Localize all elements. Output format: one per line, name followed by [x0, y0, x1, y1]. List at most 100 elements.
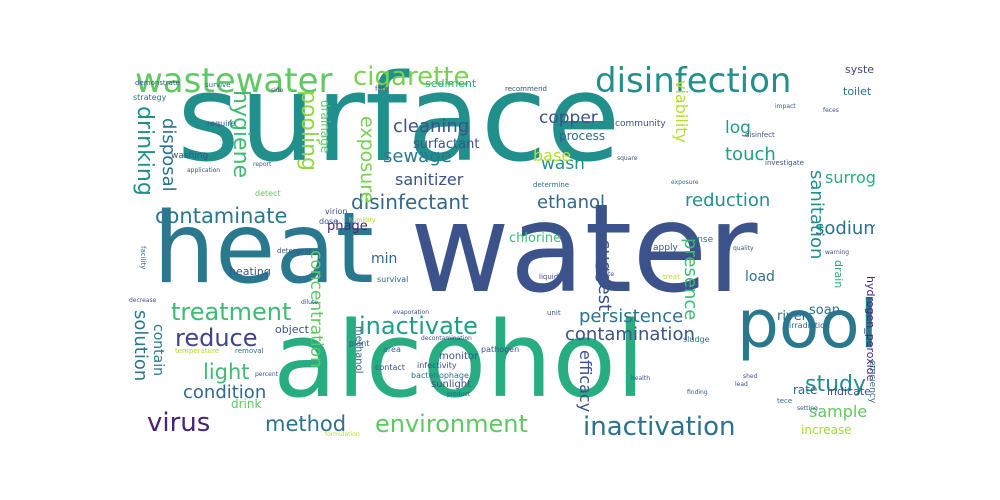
- word-presence: presence: [680, 238, 701, 321]
- word-heat: heat: [153, 192, 374, 306]
- word-drainage: drainage: [318, 100, 332, 154]
- word-drink: drink: [231, 397, 262, 411]
- word-health: health: [631, 375, 650, 382]
- word-sodium: sodium: [815, 218, 875, 239]
- word-contain: contain: [150, 324, 166, 376]
- word-heating: heating: [229, 265, 271, 278]
- word-detergent: detergent: [277, 247, 312, 255]
- word-surface: surface: [177, 60, 621, 189]
- word-infectivity: infectivity: [417, 361, 457, 370]
- word-decontamination: decontamination: [421, 335, 472, 342]
- word-cigarette: cigarette: [353, 62, 470, 92]
- word-ethanol: ethanol: [537, 192, 605, 213]
- word-water: water: [410, 178, 758, 320]
- word-monitor: monitor: [439, 351, 479, 362]
- word-feces: feces: [823, 107, 839, 114]
- word-persistence: persistence: [579, 306, 684, 327]
- word-irradiation: irradiation: [789, 321, 831, 330]
- word-humidity: humidity: [349, 217, 376, 224]
- word-sanitizer: sanitizer: [395, 170, 464, 189]
- word-report: report: [253, 161, 272, 168]
- word-study: study: [805, 372, 867, 397]
- word-treatment: treatment: [171, 298, 292, 326]
- word-survival: survival: [377, 275, 409, 284]
- word-system: system: [845, 63, 875, 76]
- word-removal: removal: [235, 347, 264, 355]
- word-hygiene: hygiene: [228, 90, 253, 179]
- word-efficiency: efficiency: [867, 360, 875, 404]
- word-washing: washing: [171, 151, 209, 161]
- word-surfactant: surfactant: [413, 137, 480, 152]
- word-strategy: strategy: [133, 93, 167, 102]
- word-survive: survive: [205, 81, 231, 89]
- word-cloud: surface water heat alcohol pool wastewater dis…: [125, 60, 875, 440]
- word-dose: dose: [319, 217, 339, 226]
- word-disinfection: disinfection: [595, 61, 792, 101]
- word-sewage: sewage: [383, 146, 452, 167]
- word-object: object: [275, 323, 309, 336]
- word-exposure: exposure: [671, 179, 699, 186]
- word-exposure: exposure: [356, 116, 378, 204]
- word-sunlight: sunlight: [431, 379, 472, 390]
- word-reduce: reduce: [175, 324, 258, 352]
- word-apply: apply: [653, 243, 678, 253]
- word-recommend: recommend: [505, 85, 547, 93]
- word-facility: facility: [139, 246, 147, 270]
- word-river: river: [777, 309, 807, 324]
- word-base: base: [533, 146, 572, 165]
- word-toilite: toilite: [597, 271, 615, 278]
- word-phage: phage: [327, 219, 368, 234]
- word-lead: lead: [735, 381, 748, 388]
- word-demonstrate: demonstrate: [135, 79, 180, 87]
- word-pooling: pooling: [296, 90, 321, 172]
- word-drain: drain: [832, 260, 845, 289]
- word-viability: viability: [672, 80, 691, 143]
- word-application: application: [187, 167, 221, 174]
- word-rinse: rinse: [691, 235, 714, 245]
- word-contact: contact: [375, 363, 405, 372]
- word-sanitation: sanitation: [806, 170, 827, 260]
- word-investigate: investigate: [765, 159, 804, 167]
- word-increase: increase: [801, 423, 852, 437]
- word-sample: sample: [809, 402, 868, 421]
- word-load: load: [745, 269, 775, 285]
- word-process: process: [559, 129, 606, 143]
- word-liquid: liquid: [539, 273, 559, 281]
- word-plant: plant: [349, 339, 370, 348]
- word-disinfect: disinfect: [745, 131, 775, 139]
- word-warning: warning: [825, 249, 850, 256]
- word-quality: quality: [733, 245, 754, 252]
- word-impact: impact: [775, 103, 796, 110]
- word-community: community: [615, 119, 666, 129]
- word-drinking: drinking: [132, 106, 157, 196]
- word-toilet: toilet: [843, 85, 872, 98]
- word-formulation: formulation: [325, 431, 360, 438]
- word-finding: finding: [687, 389, 708, 396]
- word-sludge: sludge: [683, 335, 710, 344]
- word-setting: setting: [797, 405, 818, 412]
- word-solution: solution: [130, 310, 151, 382]
- word-wastewater: wastewater: [135, 61, 333, 101]
- word-evaporation: evaporation: [393, 309, 430, 316]
- word-determine: determine: [533, 181, 570, 189]
- word-cleaning: cleaning: [393, 116, 470, 137]
- word-contaminate: contaminate: [155, 204, 288, 228]
- word-treat: treat: [663, 273, 680, 281]
- word-percent: percent: [255, 371, 278, 378]
- word-virion: virion: [325, 207, 348, 216]
- word-method: method: [265, 412, 347, 436]
- word-detect: detect: [255, 189, 281, 198]
- word-square: square: [617, 155, 638, 162]
- word-wash: wash: [541, 154, 585, 174]
- word-area: area: [383, 345, 401, 354]
- word-dilute: dilute: [301, 299, 318, 306]
- word-tece: tece: [777, 397, 793, 405]
- word-decrease: decrease: [129, 297, 157, 304]
- word-fate: fate: [375, 85, 389, 93]
- word-unit: unit: [547, 309, 561, 317]
- word-temperature: temperature: [175, 347, 219, 355]
- word-require: require: [207, 119, 236, 128]
- word-log: log: [725, 118, 751, 138]
- word-surrogate: surrogate: [825, 168, 875, 187]
- word-concentration: concentration: [306, 250, 326, 368]
